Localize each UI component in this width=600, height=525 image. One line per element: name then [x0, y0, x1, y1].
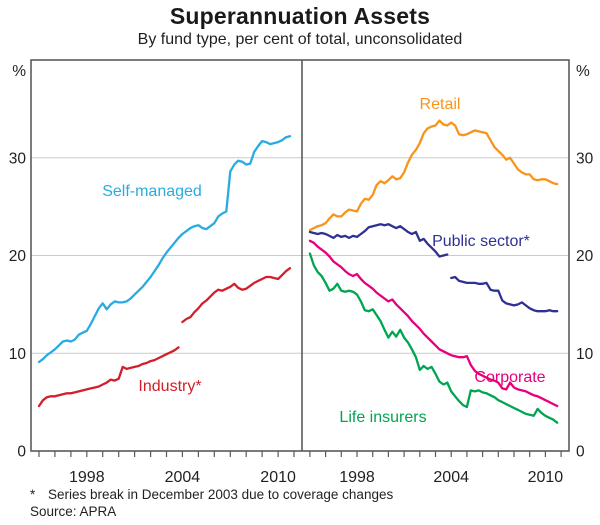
- x-axis-label-right-1998: 1998: [339, 469, 375, 486]
- y-axis-label-left-20: 20: [9, 248, 27, 265]
- chart-title: Superannuation Assets: [169, 3, 431, 29]
- y-axis-unit-left: %: [12, 63, 26, 80]
- plot-frame: [30, 59, 570, 452]
- x-axis-label-left-2004: 2004: [165, 469, 201, 486]
- y-axis-label-right-10: 10: [576, 346, 594, 363]
- y-axis-label-left-0: 0: [17, 444, 26, 461]
- series-life_insurers: [308, 252, 559, 424]
- x-axis-label-right-2004: 2004: [433, 469, 469, 486]
- series-label-industry: Industry*: [138, 378, 201, 395]
- x-axis-label-right-2010: 2010: [528, 469, 564, 486]
- series-public_sector-seg2: [450, 275, 559, 313]
- series-public_sector-seg1: [308, 223, 449, 258]
- series-self_managed: [37, 135, 292, 364]
- series-label-self_managed: Self-managed: [102, 183, 202, 200]
- series-industry-seg1: [37, 346, 180, 408]
- series-label-corporate: Corporate: [474, 369, 545, 386]
- series-label-public_sector: Public sector*: [432, 233, 530, 250]
- footnote-marker: *: [30, 487, 36, 502]
- footnote: * Series break in December 2003 due to co…: [30, 487, 393, 502]
- y-axis-label-right-30: 30: [576, 150, 594, 167]
- y-axis-label-left-10: 10: [9, 346, 27, 363]
- source-note: Source: APRA: [30, 504, 117, 519]
- series-label-life_insurers: Life insurers: [339, 409, 426, 426]
- y-axis-unit-right: %: [576, 63, 590, 80]
- x-axis-label-left-1998: 1998: [69, 469, 105, 486]
- y-axis-label-right-0: 0: [576, 444, 585, 461]
- y-axis-label-right-20: 20: [576, 248, 594, 265]
- footnote-text: Series break in December 2003 due to cov…: [48, 487, 394, 502]
- y-axis-label-left-30: 30: [9, 150, 27, 167]
- x-axis-label-left-2010: 2010: [260, 469, 296, 486]
- chart-subtitle: By fund type, per cent of total, unconso…: [137, 31, 463, 48]
- series-retail: [308, 119, 559, 232]
- series-label-retail: Retail: [420, 96, 461, 113]
- series-industry-seg2: [181, 267, 292, 324]
- series-corporate: [308, 239, 559, 408]
